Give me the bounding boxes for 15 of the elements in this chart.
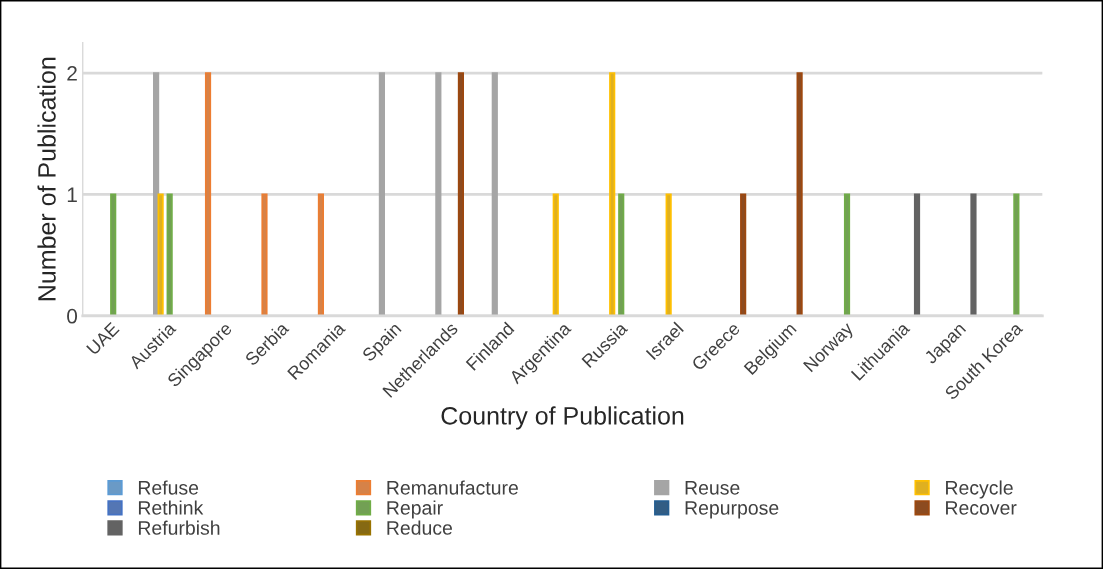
legend-label: Refuse <box>138 480 199 495</box>
legend-label: Remanufacture <box>387 480 518 495</box>
y-axis-title: Number of Publication <box>37 57 56 301</box>
legend-label: Recycle <box>946 480 1013 499</box>
legend-label: Recover <box>946 501 1017 515</box>
legend-label: Reduce <box>387 520 453 535</box>
x-axis-title: Country of Publication <box>441 406 684 430</box>
y-tick-label: 2 <box>67 66 77 81</box>
y-tick-label: 1 <box>67 187 77 202</box>
legend-label: Rethink <box>138 500 204 515</box>
legend-label: Refurbish <box>138 520 220 535</box>
y-tick-label: 0 <box>67 308 78 324</box>
legend-label: Reuse <box>685 481 740 495</box>
legend-label: Repurpose <box>685 501 779 519</box>
legend-label: Repair <box>387 500 443 519</box>
